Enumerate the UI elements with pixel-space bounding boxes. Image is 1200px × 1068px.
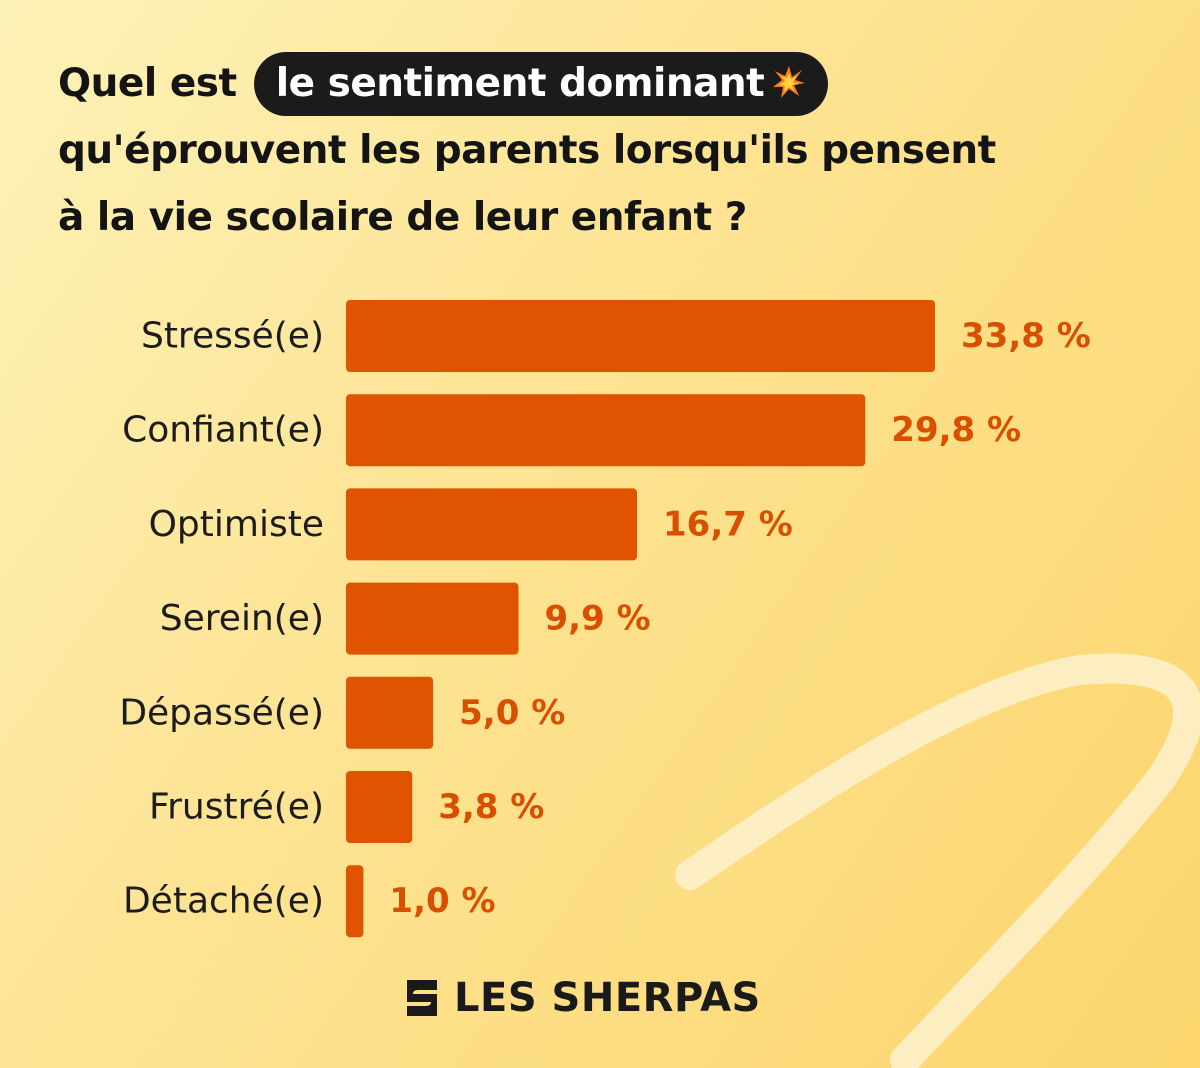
value-label-6: 1,0 % xyxy=(389,881,495,921)
bar-3 xyxy=(346,582,519,655)
value-label-1: 29,8 % xyxy=(891,410,1021,450)
bar-4 xyxy=(346,676,434,749)
title-line-2: qu'éprouvent les parents lorsqu'ils pens… xyxy=(58,128,996,173)
value-label-4: 5,0 % xyxy=(459,693,565,733)
value-label-5: 3,8 % xyxy=(438,787,544,827)
category-label-2: Optimiste xyxy=(149,504,324,545)
category-label-1: Confiant(e) xyxy=(122,410,324,451)
title-prefix: Quel est xyxy=(58,61,237,106)
category-label-5: Frustré(e) xyxy=(149,787,324,828)
title-highlight-pill: le sentiment dominant xyxy=(253,52,829,116)
value-label-0: 33,8 % xyxy=(961,316,1091,356)
value-label-3: 9,9 % xyxy=(545,599,651,639)
category-label-3: Serein(e) xyxy=(160,598,324,639)
brand-logo: LES SHERPAS xyxy=(404,975,761,1021)
category-label-0: Stressé(e) xyxy=(141,316,324,357)
collision-icon xyxy=(773,66,806,98)
bar-5 xyxy=(346,771,413,843)
title-line-3: à la vie scolaire de leur enfant ? xyxy=(58,195,747,240)
value-label-2: 16,7 % xyxy=(663,504,793,544)
chart-title: Quel est le sentiment dominant qu'éprouv… xyxy=(58,50,1168,251)
bar-6 xyxy=(346,865,364,938)
sherpas-s-icon xyxy=(407,980,437,1016)
bar-1 xyxy=(346,394,866,467)
category-label-6: Détaché(e) xyxy=(123,881,324,922)
category-label-4: Dépassé(e) xyxy=(119,692,324,733)
brand-name: LES SHERPAS xyxy=(454,975,761,1021)
title-line-1: Quel est le sentiment dominant xyxy=(58,50,1168,117)
bar-0 xyxy=(346,300,935,372)
bar-2 xyxy=(346,488,638,561)
title-highlight-text: le sentiment dominant xyxy=(275,61,765,106)
